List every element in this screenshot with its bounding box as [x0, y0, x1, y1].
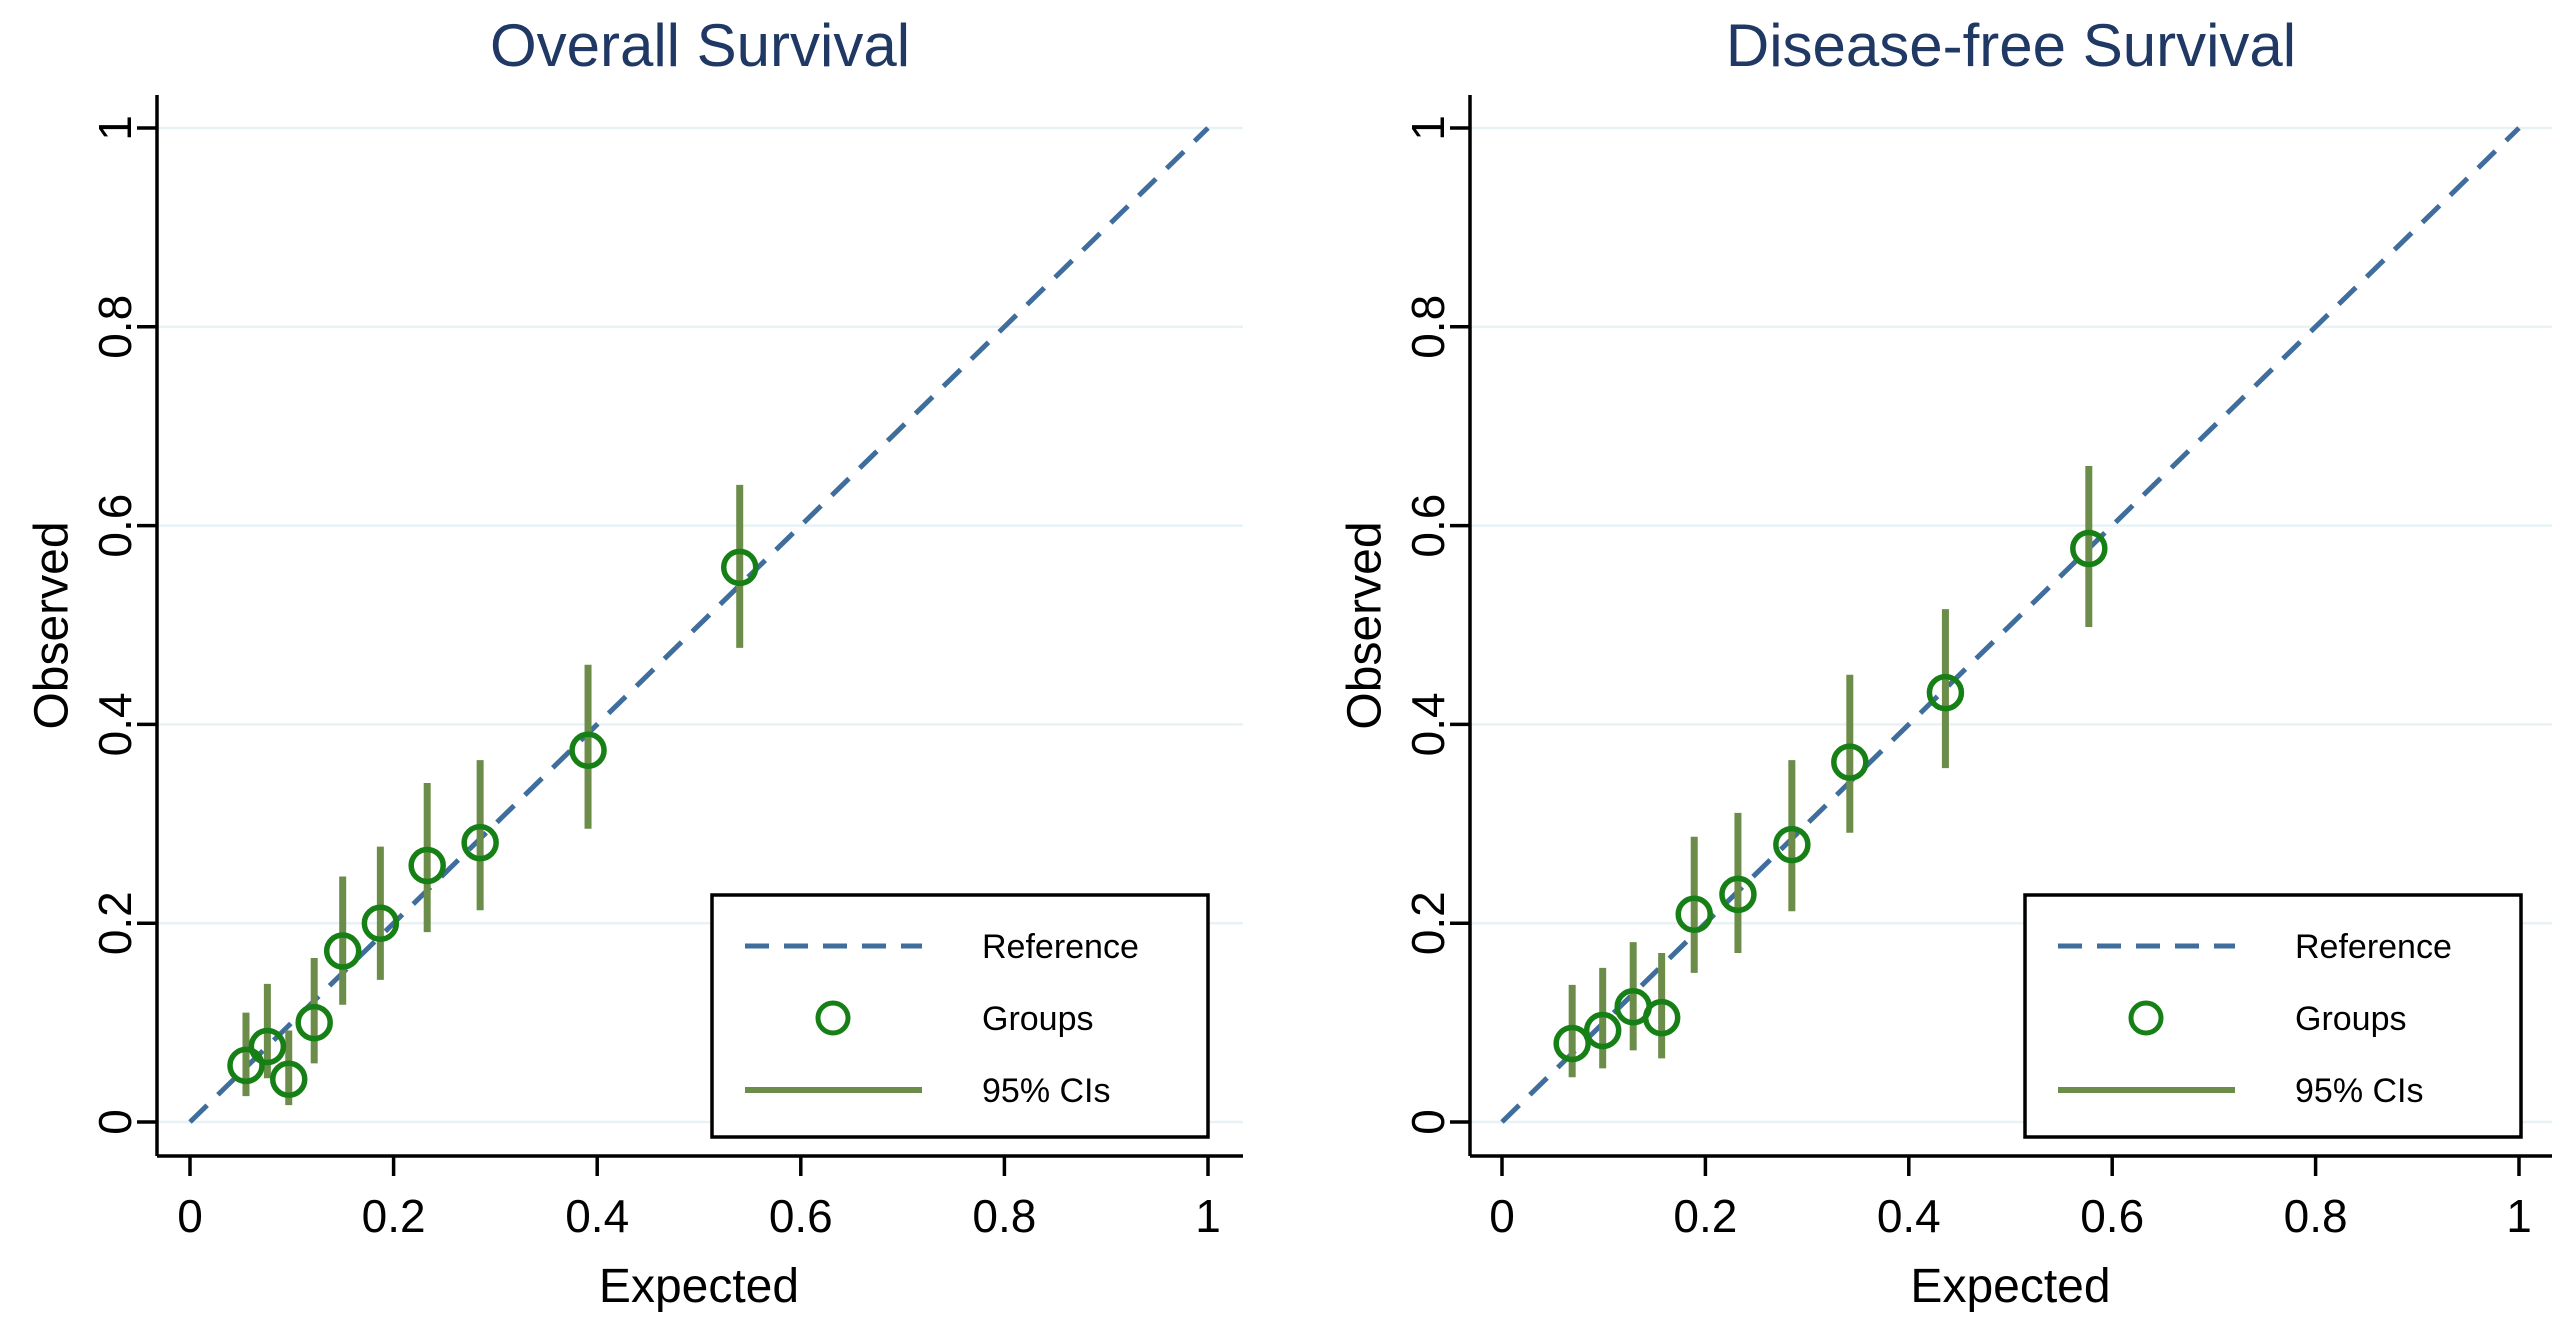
- x-tick-label: 0: [1489, 1190, 1515, 1242]
- legend-label: Groups: [982, 1000, 1094, 1038]
- data-point-marker: [1773, 825, 1811, 864]
- legend-box: [2023, 893, 2523, 1139]
- y-tick-label: 0.4: [1402, 692, 1454, 756]
- legend-circle-sample: [815, 1000, 851, 1036]
- x-axis-label: Expected: [1910, 1260, 2110, 1313]
- y-axis-label: Observed: [1339, 521, 1392, 729]
- data-point-marker: [1583, 1011, 1622, 1050]
- x-tick-label: 0.8: [972, 1190, 1036, 1242]
- y-tick-label: 1: [1402, 115, 1454, 141]
- legend-label: 95% CIs: [2295, 1072, 2424, 1110]
- y-tick-label: 1: [89, 115, 141, 141]
- y-tick-label: 0.8: [1402, 295, 1454, 359]
- data-point-marker: [1553, 1024, 1591, 1063]
- data-point-marker: [461, 823, 499, 862]
- legend-box: [710, 893, 1210, 1139]
- y-tick-label: 0.8: [89, 295, 141, 359]
- y-axis-label: Observed: [26, 521, 79, 729]
- panel-title-disease-free-survival: Disease-free Survival: [1725, 12, 2297, 79]
- x-tick-label: 0.4: [1877, 1190, 1941, 1242]
- x-tick-label: 0.2: [362, 1190, 426, 1242]
- y-tick-label: 0: [89, 1109, 141, 1135]
- y-tick-label: 0.4: [89, 692, 141, 756]
- x-axis-label: Expected: [599, 1260, 799, 1313]
- data-point-marker: [1642, 998, 1681, 1037]
- panel-title-overall-survival: Overall Survival: [489, 12, 911, 79]
- x-tick-label: 0.6: [2080, 1190, 2144, 1242]
- x-tick-label: 0.6: [769, 1190, 833, 1242]
- data-point-marker: [569, 731, 607, 769]
- y-tick-label: 0: [1402, 1109, 1454, 1135]
- y-tick-label: 0.2: [89, 891, 141, 955]
- x-tick-label: 0.8: [2284, 1190, 2348, 1242]
- data-point-marker: [720, 548, 759, 587]
- data-point-marker: [227, 1046, 265, 1085]
- data-point-marker: [2070, 529, 2108, 568]
- data-point-marker: [408, 846, 446, 885]
- data-point-marker: [269, 1060, 308, 1099]
- legend-label: Reference: [2295, 928, 2452, 966]
- data-point-marker: [361, 904, 400, 942]
- data-point-marker: [323, 932, 362, 970]
- panel-group-1: 0 0.2 0.4 0.6 0.8 1 0 0.2 0.4 0.6 0.8 1 Expected Obse…: [1339, 95, 2552, 1313]
- data-point-marker: [1675, 895, 1713, 934]
- y-tick-label: 0.2: [1402, 891, 1454, 955]
- panel-group-0: 0 0.2 0.4 0.6 0.8 1 0 0.2 0.4 0.6 0.8 1 Expected Obse…: [26, 95, 1243, 1313]
- legend-label: Groups: [2295, 1000, 2407, 1038]
- x-tick-label: 0.4: [565, 1190, 629, 1242]
- legend-label: 95% CIs: [982, 1072, 1111, 1110]
- y-tick-label: 0.6: [1402, 494, 1454, 558]
- data-point-marker: [1719, 875, 1757, 914]
- x-tick-label: 0.2: [1673, 1190, 1737, 1242]
- data-point-marker: [1926, 673, 1965, 712]
- legend-circle-sample: [2128, 1000, 2164, 1036]
- x-tick-label: 1: [1195, 1190, 1221, 1242]
- data-point-marker: [248, 1027, 287, 1066]
- data-point-marker: [1831, 743, 1869, 781]
- legend-label: Reference: [982, 928, 1139, 966]
- x-tick-label: 1: [2506, 1190, 2532, 1242]
- y-tick-label: 0.6: [89, 494, 141, 558]
- reference-line: [1500, 126, 2521, 1124]
- x-tick-label: 0: [177, 1190, 203, 1242]
- data-point-marker: [295, 1003, 333, 1042]
